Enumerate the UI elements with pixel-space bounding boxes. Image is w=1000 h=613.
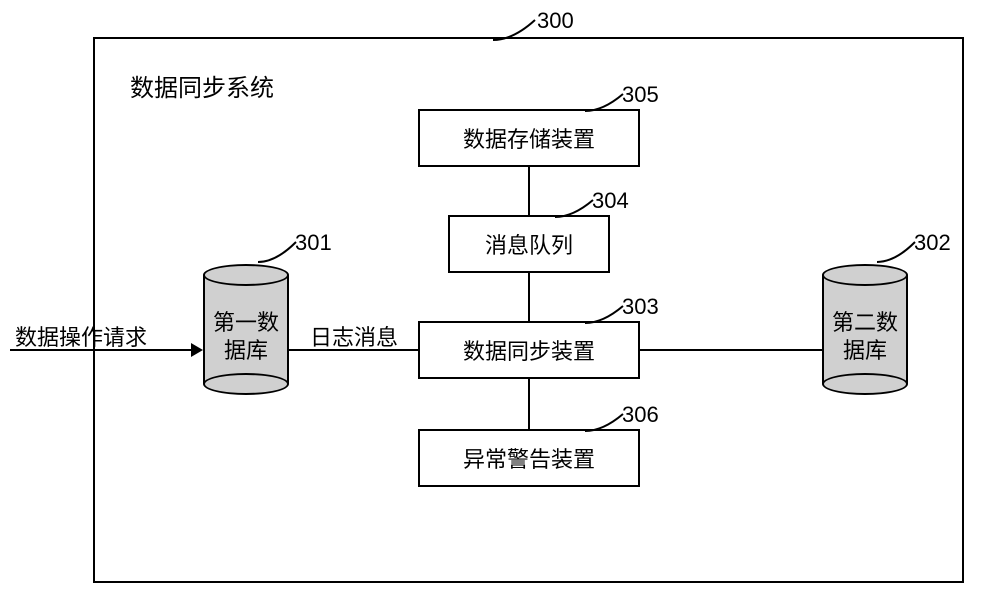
line-sync-db2 bbox=[640, 349, 822, 351]
db1-label: 第一数 据库 bbox=[203, 309, 289, 365]
sync-box: 数据同步装置 bbox=[418, 321, 640, 379]
input-label: 数据操作请求 bbox=[15, 320, 147, 352]
db1-cylinder: 第一数 据库 bbox=[203, 264, 289, 395]
queue-label: 消息队列 bbox=[485, 228, 573, 260]
line-storage-queue bbox=[528, 167, 530, 215]
ref-304: 304 bbox=[592, 188, 629, 214]
alert-box: 异常警告装置 bbox=[418, 429, 640, 487]
db2-label: 第二数 据库 bbox=[822, 309, 908, 365]
line-queue-sync bbox=[528, 273, 530, 321]
ref-305: 305 bbox=[622, 82, 659, 108]
system-title: 数据同步系统 bbox=[130, 68, 274, 103]
ref-curve-300 bbox=[493, 18, 538, 43]
ref-302: 302 bbox=[914, 230, 951, 256]
alert-label: 异常警告装置 bbox=[463, 442, 595, 474]
ref-curve-304 bbox=[555, 198, 595, 220]
ref-curve-303 bbox=[585, 304, 625, 326]
line-sync-alert bbox=[528, 379, 530, 429]
ref-306: 306 bbox=[622, 402, 659, 428]
ref-curve-302 bbox=[877, 240, 917, 265]
ref-curve-306 bbox=[585, 412, 625, 434]
ref-303: 303 bbox=[622, 294, 659, 320]
ref-curve-305 bbox=[585, 92, 625, 114]
ref-301: 301 bbox=[295, 230, 332, 256]
ref-curve-301 bbox=[258, 240, 298, 265]
sync-label: 数据同步装置 bbox=[463, 334, 595, 366]
ref-300: 300 bbox=[537, 8, 574, 34]
log-label: 日志消息 bbox=[310, 320, 398, 352]
storage-box: 数据存储装置 bbox=[418, 109, 640, 167]
storage-label: 数据存储装置 bbox=[463, 122, 595, 154]
queue-box: 消息队列 bbox=[448, 215, 610, 273]
db2-cylinder: 第二数 据库 bbox=[822, 264, 908, 395]
